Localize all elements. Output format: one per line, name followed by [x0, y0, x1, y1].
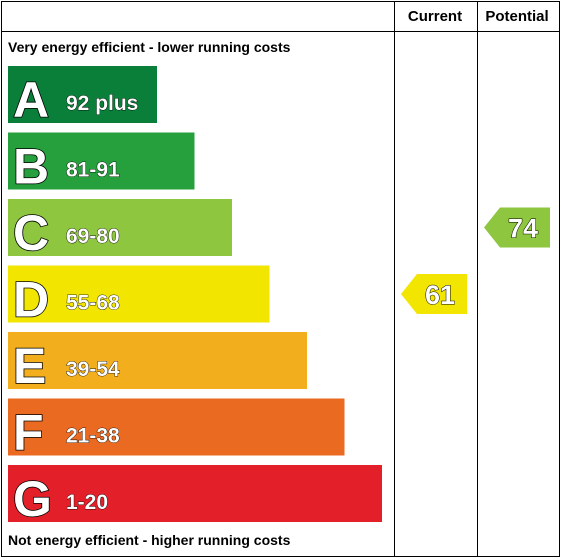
- band-f: F 21-38: [8, 398, 345, 461]
- potential-column-header: Potential: [485, 8, 548, 25]
- band-c-range: 69-80: [66, 225, 120, 248]
- band-b-range: 81-91: [66, 159, 120, 182]
- band-c: C 69-80: [8, 199, 232, 262]
- band-a-letter: A: [13, 72, 49, 128]
- current-score: 61: [401, 274, 467, 314]
- band-g-bar: [8, 465, 382, 522]
- band-d-letter: D: [13, 272, 49, 328]
- potential-score: 74: [484, 207, 550, 248]
- band-c-bar: [8, 199, 232, 256]
- band-e-bar: [8, 332, 307, 389]
- band-d: D 55-68: [8, 265, 270, 328]
- current-column-header: Current: [408, 8, 462, 25]
- current-score-value: 61: [425, 280, 455, 310]
- band-f-range: 21-38: [66, 425, 120, 448]
- band-g-range: 1-20: [66, 491, 108, 514]
- band-a-range: 92 plus: [66, 92, 138, 115]
- potential-score-arrow: [484, 207, 550, 248]
- band-e-range: 39-54: [66, 358, 120, 381]
- band-b-letter: B: [13, 139, 49, 195]
- band-a-bar: [8, 66, 157, 123]
- band-f-bar: [8, 398, 345, 456]
- top-caption: Very energy efficient - lower running co…: [8, 39, 291, 55]
- band-d-bar: [8, 265, 270, 323]
- band-b: B 81-91: [8, 132, 195, 195]
- band-c-letter: C: [13, 205, 49, 261]
- score-markers: 61 74: [401, 207, 550, 314]
- bottom-caption: Not energy efficient - higher running co…: [8, 532, 291, 548]
- band-g-letter: G: [13, 471, 52, 527]
- rating-bands: A 92 plus B 81-91 C 69-80 D 55-68 E 39-54 F 21-38 G 1…: [8, 66, 382, 528]
- band-f-letter: F: [13, 405, 44, 461]
- band-a: A 92 plus: [8, 66, 157, 129]
- band-b-bar: [8, 132, 195, 190]
- band-g: G 1-20: [8, 465, 382, 528]
- current-score-arrow: [401, 274, 467, 314]
- band-d-range: 55-68: [66, 292, 120, 315]
- potential-score-value: 74: [508, 214, 538, 244]
- band-e: E 39-54: [8, 332, 307, 395]
- band-e-letter: E: [13, 338, 46, 394]
